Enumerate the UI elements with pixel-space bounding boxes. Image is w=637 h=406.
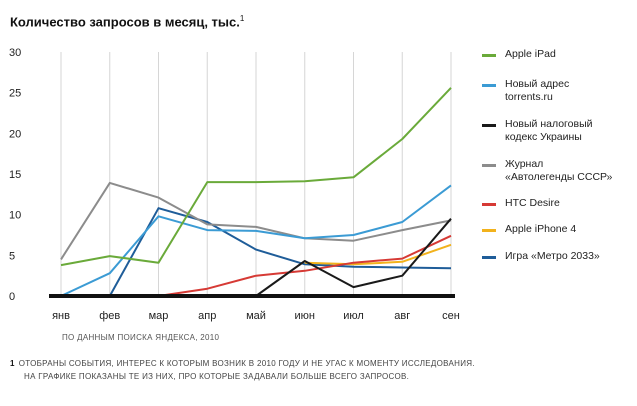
y-tick-label: 5 bbox=[9, 250, 15, 262]
data-source-note: ПО ДАННЫМ ПОИСКА ЯНДЕКСА, 2010 bbox=[62, 333, 220, 342]
legend-item: Apple iPad bbox=[482, 48, 556, 61]
legend-swatch bbox=[482, 256, 496, 259]
legend-swatch bbox=[482, 164, 496, 167]
series-line bbox=[60, 87, 452, 267]
legend-item: Apple iPhone 4 bbox=[482, 223, 576, 236]
y-tick-label: 15 bbox=[9, 169, 21, 181]
series-line bbox=[60, 184, 452, 297]
x-tick-label: авг bbox=[394, 310, 410, 322]
title-footnote-mark: 1 bbox=[239, 14, 245, 23]
legend-item: Журнал «Автолегенды СССР» bbox=[482, 158, 612, 184]
series-line bbox=[158, 234, 452, 297]
x-tick-label: фев bbox=[99, 310, 120, 322]
legend-label: Новый адрес torrents.ru bbox=[505, 78, 570, 103]
legend-label: Игра «Метро 2033» bbox=[505, 250, 600, 262]
y-tick-label: 0 bbox=[9, 291, 15, 303]
footnote-number: 1 bbox=[10, 359, 15, 368]
legend-label: Apple iPhone 4 bbox=[505, 223, 577, 235]
y-tick-label: 25 bbox=[9, 88, 21, 100]
legend-swatch bbox=[482, 54, 496, 57]
y-tick-label: 20 bbox=[9, 128, 21, 140]
legend-item: HTC Desire bbox=[482, 197, 560, 210]
x-tick-label: мар bbox=[149, 310, 169, 322]
legend-swatch bbox=[482, 84, 496, 87]
x-tick-label: янв bbox=[52, 310, 70, 322]
y-tick-label: 10 bbox=[9, 210, 21, 222]
x-tick-label: июн bbox=[295, 310, 315, 322]
footnote-line-1: ОТОБРАНЫ СОБЫТИЯ, ИНТЕРЕС К КОТОРЫМ ВОЗН… bbox=[18, 359, 475, 368]
legend-item: Игра «Метро 2033» bbox=[482, 250, 600, 263]
legend-item: Новый адрес torrents.ru bbox=[482, 78, 569, 104]
legend-label: Apple iPad bbox=[505, 48, 556, 60]
y-tick-label: 30 bbox=[9, 47, 21, 59]
legend-label: Журнал «Автолегенды СССР» bbox=[505, 158, 613, 183]
footnote-line-2: НА ГРАФИКЕ ПОКАЗАНЫ ТЕ ИЗ НИХ, ПРО КОТОР… bbox=[24, 372, 410, 381]
legend-swatch bbox=[482, 229, 496, 232]
legend-label: HTC Desire bbox=[505, 197, 560, 209]
series-line bbox=[255, 218, 452, 297]
chart-title-text: Количество запросов в месяц, тыс. bbox=[10, 14, 240, 30]
x-tick-label: апр bbox=[198, 310, 216, 322]
series-line bbox=[60, 181, 452, 260]
series-line bbox=[108, 207, 452, 297]
x-tick-label: сен bbox=[442, 310, 460, 322]
legend-item: Новый налоговый кодекс Украины bbox=[482, 118, 592, 144]
x-tick-label: май bbox=[246, 310, 266, 322]
legend-label: Новый налоговый кодекс Украины bbox=[505, 118, 593, 143]
series-line bbox=[304, 243, 452, 266]
x-tick-label: июл bbox=[343, 310, 364, 322]
footnote: 1 ОТОБРАНЫ СОБЫТИЯ, ИНТЕРЕС К КОТОРЫМ ВОЗ… bbox=[10, 357, 475, 383]
legend-swatch bbox=[482, 124, 496, 127]
chart-title: Количество запросов в месяц, тыс.1 bbox=[10, 14, 244, 29]
legend-swatch bbox=[482, 203, 496, 206]
